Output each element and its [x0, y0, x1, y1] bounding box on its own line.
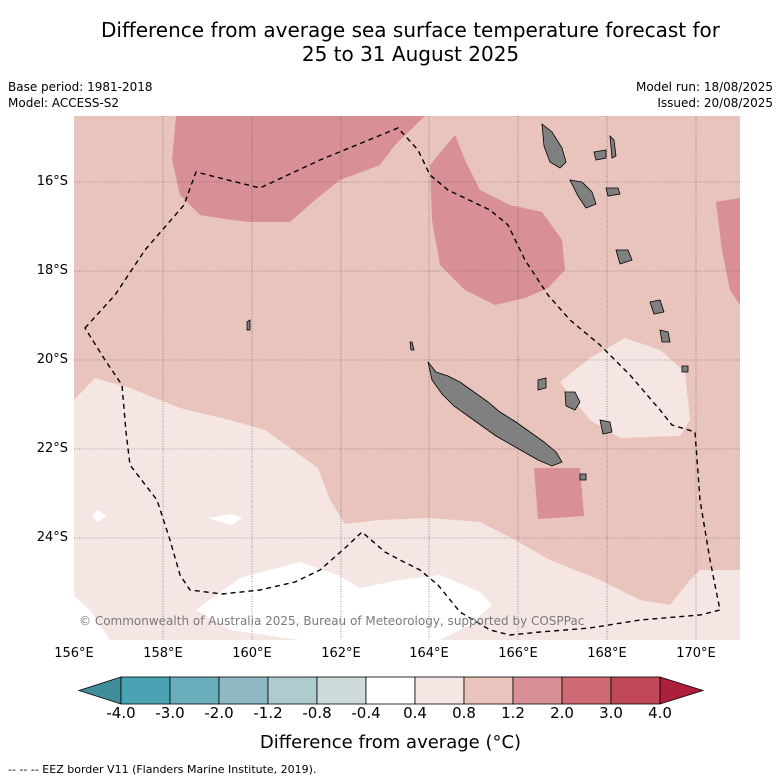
lat-label-18s: 18°S — [36, 263, 68, 278]
lon-label-156e: 156°E — [54, 646, 94, 661]
title-line-2: 25 to 31 August 2025 — [301, 42, 520, 66]
anomaly-zone-1.2-2.0-central — [430, 135, 565, 305]
colorbar-tick-label: -1.2 — [253, 704, 283, 722]
loyalty-islands-3 — [537, 377, 547, 391]
loyalty-islands-2 — [599, 419, 613, 435]
colorbar-tick-label: 2.0 — [550, 704, 574, 722]
new-caledonia-island — [427, 361, 563, 467]
anomaly-zone-1.2-2.0-south — [534, 468, 584, 519]
belep-islet — [409, 341, 415, 351]
lat-label-22s: 22°S — [36, 441, 68, 456]
vanuatu-pentecost — [609, 134, 617, 159]
colorbar-segment — [120, 676, 171, 705]
title-line-1: Difference from average sea surface temp… — [100, 18, 720, 42]
colorbar-tick-label: 3.0 — [599, 704, 623, 722]
vanuatu-erromango — [659, 329, 671, 343]
anomaly-zone-below-0.4-south — [196, 562, 492, 640]
vanuatu-small-north — [593, 149, 607, 161]
southern-islet — [579, 473, 587, 481]
colorbar — [77, 676, 705, 705]
colorbar-segment — [267, 676, 318, 705]
lon-label-170e: 170°E — [676, 646, 716, 661]
colorbar-segment — [561, 676, 612, 705]
colorbar-tick-label: -4.0 — [106, 704, 136, 722]
model-name: Model: ACCESS-S2 — [8, 96, 120, 110]
anomaly-zone-0.4-0.8-east — [560, 338, 690, 438]
colorbar-tick-label: -0.4 — [351, 704, 381, 722]
vanuatu-tanna — [649, 299, 665, 315]
eez-border — [84, 127, 721, 636]
colorbar-under-triangle — [77, 676, 122, 705]
colorbar-segment — [512, 676, 563, 705]
vanuatu-malekula — [569, 179, 597, 209]
colorbar-tick-label: -0.8 — [302, 704, 332, 722]
vanuatu-ambrym — [605, 187, 621, 197]
anomaly-zone-below-0.4-sw-corner — [74, 596, 110, 640]
lon-label-158e: 158°E — [143, 646, 183, 661]
colorbar-tick-label: 1.2 — [501, 704, 525, 722]
anomaly-zone-below-0.4-small-1 — [92, 510, 106, 522]
chesterfield-islet — [246, 319, 251, 331]
colorbar-segment — [463, 676, 514, 705]
graticule — [74, 116, 740, 640]
colorbar-segment — [218, 676, 269, 705]
lon-label-164e: 164°E — [409, 646, 449, 661]
anomaly-zone-0.4-0.8-southwest — [74, 378, 740, 640]
vanuatu-efate — [615, 249, 633, 265]
map-title: Difference from average sea surface temp… — [40, 18, 781, 66]
colorbar-segment — [610, 676, 661, 705]
anomaly-zone-1.2-2.0-east-edge — [716, 198, 740, 305]
loyalty-islands-1 — [564, 391, 581, 411]
colorbar-tick-label: 4.0 — [648, 704, 672, 722]
model-run: Model run: 18/08/2025 — [635, 80, 773, 94]
anomaly-zone-below-0.4-small-2 — [208, 514, 242, 525]
lon-label-160e: 160°E — [232, 646, 272, 661]
eez-legend-footnote: -- -- -- EEZ border V11 (Flanders Marine… — [8, 763, 317, 776]
lat-label-24s: 24°S — [36, 530, 68, 545]
colorbar-segment — [414, 676, 465, 705]
colorbar-tick-label: 0.4 — [403, 704, 427, 722]
colorbar-over-triangle — [659, 676, 705, 705]
copyright-notice: © Commonwealth of Australia 2025, Bureau… — [79, 614, 585, 628]
meta-left: Base period: 1981-2018 Model: ACCESS-S2 — [8, 79, 153, 111]
lon-label-168e: 168°E — [587, 646, 627, 661]
lat-label-16s: 16°S — [36, 174, 68, 189]
colorbar-title: Difference from average (°C) — [259, 732, 522, 753]
lon-label-162e: 162°E — [321, 646, 361, 661]
colorbar-tick-label: 0.8 — [452, 704, 476, 722]
base-period: Base period: 1981-2018 — [8, 80, 153, 94]
vanuatu-aneityum — [681, 365, 689, 373]
colorbar-segment — [169, 676, 220, 705]
colorbar-segment — [365, 676, 416, 705]
meta-right: Model run: 18/08/2025 Issued: 20/08/2025 — [636, 79, 773, 111]
issued-date: Issued: 20/08/2025 — [657, 96, 773, 110]
land-masses — [246, 123, 689, 481]
colorbar-segment — [316, 676, 367, 705]
lon-label-166e: 166°E — [498, 646, 538, 661]
colorbar-tick-label: -3.0 — [155, 704, 185, 722]
lat-label-20s: 20°S — [36, 352, 68, 367]
vanuatu-espiritu-santo — [541, 123, 567, 169]
colorbar-tick-label: -2.0 — [204, 704, 234, 722]
